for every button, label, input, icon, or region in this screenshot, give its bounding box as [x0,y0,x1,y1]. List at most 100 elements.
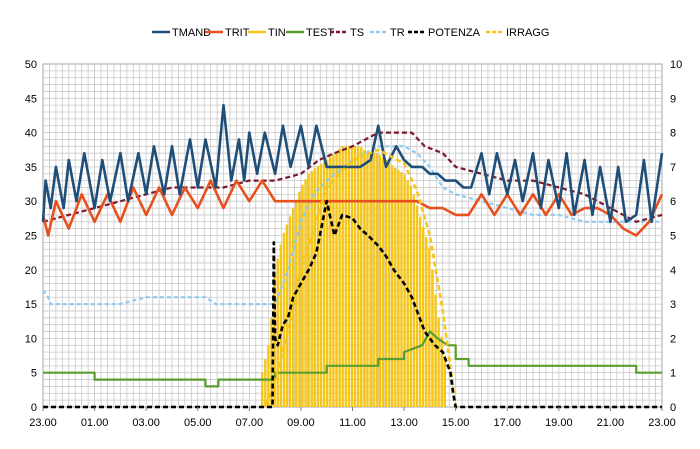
tin-bar [418,216,422,407]
x-tick-label: 11.00 [339,417,366,429]
tin-bar [387,162,391,407]
x-tick-label: 19.00 [545,417,573,429]
legend-label-tin: TIN [268,27,286,39]
series-line-potenza [43,199,662,409]
legend-label-potenza: POTENZA [428,27,481,39]
tin-bar [341,146,344,407]
y-tick-right-label: 1 [670,368,676,380]
series-line-tmand [41,103,664,224]
x-tick-label: 03.00 [132,417,160,429]
legend-label-tmand: TMAND [172,27,211,39]
tin-bar [378,154,382,407]
y-tick-left-label: 25 [25,231,37,243]
x-tick-label: 23.00 [29,417,57,429]
tin-bar [322,161,326,407]
tin-bar [381,157,385,407]
x-tick-label: 09.00 [287,417,315,429]
x-tick-label: 17.00 [493,417,521,429]
tin-bar [443,355,447,407]
tin-bar [421,226,425,407]
tin-bar [425,237,428,407]
tin-bar [384,160,388,407]
tin-bar [372,153,375,407]
y-tick-right-label: 7 [670,162,676,174]
tin-bar [276,258,279,407]
y-tick-left-label: 20 [25,265,37,277]
y-tick-right-label: 9 [670,93,676,105]
y-tick-left-label: 45 [25,93,37,105]
tin-bar [403,174,406,407]
y-tick-right-label: 0 [670,402,676,414]
series-line-irragg [43,148,662,409]
x-tick-label: 13.00 [390,417,418,429]
x-tick-label: 01.00 [81,417,109,429]
tin-bar [295,199,298,407]
y-tick-right-label: 8 [670,128,676,140]
tin-bar [291,208,295,407]
y-tick-right-label: 2 [670,333,676,345]
tin-bar [434,294,437,407]
tin-bar [335,151,338,407]
tin-bar [270,317,273,407]
y-tick-left-label: 0 [31,402,37,414]
tin-bar [360,147,363,407]
series-lines [41,103,664,409]
tin-bar [366,152,369,407]
tin-bar [326,159,329,407]
tin-bar [350,146,354,407]
y-tick-left-label: 40 [25,128,37,140]
tin-bar [329,156,332,407]
y-tick-left-label: 30 [25,196,37,208]
y-tick-right-label: 6 [670,196,676,208]
x-tick-label: 23.00 [648,417,676,429]
y-tick-right-label: 3 [670,299,676,311]
y-tick-left-label: 15 [25,299,37,311]
legend-label-irragg: IRRAGG [506,27,549,39]
tin-bar [273,276,276,407]
y-tick-left-label: 10 [25,333,37,345]
tin-bar [356,146,360,407]
series-line-tr [42,145,662,306]
series-line-test [43,330,662,388]
legend-label-tr: TR [390,27,405,39]
legend-label-test: TEST [306,27,334,39]
tin-bar [353,146,357,407]
y-tick-right-label: 5 [670,231,676,243]
tin-bar [437,317,440,407]
y-tick-left-label: 50 [25,59,37,71]
tin-bar [363,149,366,407]
y-tick-left-label: 35 [25,162,37,174]
tin-bar [391,165,394,407]
tin-bar [279,244,282,407]
tin-bar [304,179,307,407]
tin-bar [428,247,431,407]
x-tick-label: 05.00 [184,417,212,429]
tin-bar [369,153,372,407]
x-tick-label: 21.00 [597,417,625,429]
tin-bar [431,269,434,407]
tin-bar [261,372,264,407]
tin-bar [375,153,378,407]
tin-bar [267,345,270,407]
y-tick-right-label: 10 [670,59,682,71]
tin-bar [397,169,400,407]
tin-bar [282,232,286,407]
tin-bar [313,168,317,407]
tin-bar [298,191,301,407]
tin-bar [344,146,347,407]
tin-bar [406,180,409,407]
tin-bar [307,173,310,407]
tin-bar [319,163,323,407]
tin-bar [285,224,289,407]
y-tick-right-label: 4 [670,265,676,277]
tin-bar [400,172,403,407]
tin-bar [394,167,397,407]
tin-bar [338,148,341,407]
legend-label-ts: TS [350,27,364,39]
y-tick-left-label: 5 [31,368,37,380]
tin-bar [288,216,292,407]
x-tick-label: 07.00 [236,417,264,429]
legend: TMAND TRIT TIN TEST TS TR POTENZA IRRAGG [152,27,549,39]
